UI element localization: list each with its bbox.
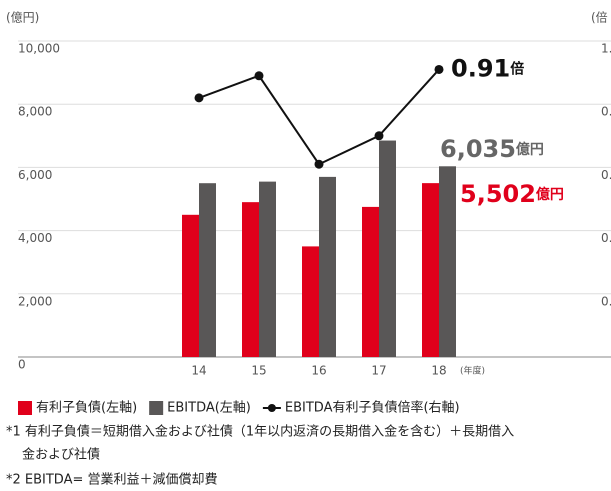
point: [434, 64, 444, 74]
point: [314, 159, 324, 169]
value-label-number: 5,502: [460, 180, 536, 208]
y2-unit: (倍: [591, 10, 608, 25]
y2-tick-label: 1.0: [601, 42, 611, 56]
value-label: 0.91倍: [451, 54, 524, 82]
bar: [319, 176, 336, 357]
y-tick-label: 6,000: [18, 168, 52, 182]
y2-tick-label: 0.6: [601, 168, 611, 182]
bar: [439, 166, 456, 357]
point: [254, 71, 264, 81]
value-label-unit: 倍: [510, 60, 524, 77]
line: [198, 68, 440, 166]
y2-tick-label: 0.2: [601, 294, 611, 308]
bar: [182, 214, 199, 357]
value-label: 5,502億円: [460, 180, 564, 208]
legend-swatch: [18, 401, 32, 415]
bar: [242, 202, 259, 357]
bar: [422, 183, 439, 357]
bar: [362, 206, 379, 357]
x-tick-label: 16: [311, 364, 326, 378]
y2-tick-label: 0.4: [601, 231, 611, 245]
legend-label: EBITDA(左軸): [167, 401, 251, 416]
y-tick-label: 0: [18, 358, 26, 372]
point: [374, 131, 384, 141]
x-tick-label: 18: [431, 364, 446, 378]
footnote: *2 EBITDA= 営業利益＋減価償却費: [6, 472, 218, 488]
bar: [259, 181, 276, 357]
y-tick-label: 4,000: [18, 231, 52, 245]
x-tick-label: 15: [251, 364, 266, 378]
legend-label: EBITDA有利子負債倍率(右軸): [285, 400, 460, 416]
x-tick-label: 17: [371, 364, 386, 378]
footnote: 金および社債: [22, 447, 100, 463]
bar: [379, 140, 396, 357]
bar: [199, 183, 216, 357]
legend-swatch: [149, 401, 164, 415]
value-label-number: 0.91: [451, 54, 510, 82]
legend-swatch: [267, 404, 276, 412]
x-tick-label: 14: [191, 364, 206, 378]
point: [194, 93, 204, 103]
value-label-unit: 億円: [536, 186, 564, 203]
y-tick-label: 8,000: [18, 105, 52, 119]
y-unit: (億円): [6, 11, 39, 25]
y-tick-label: 10,000: [18, 42, 60, 56]
value-label-number: 6,035: [440, 135, 516, 163]
y2-tick-label: 0.8: [601, 105, 611, 119]
legend-label: 有利子負債(左軸): [36, 401, 137, 416]
y-tick-label: 2,000: [18, 294, 52, 308]
footnote: *1 有利子負債＝短期借入金および社債（1年以内返済の長期借入金を含む）＋長期借…: [6, 424, 514, 440]
value-label-unit: 億円: [516, 141, 544, 158]
x-unit: (年度): [460, 365, 485, 377]
value-label: 6,035億円: [440, 135, 544, 163]
bar: [302, 246, 319, 357]
